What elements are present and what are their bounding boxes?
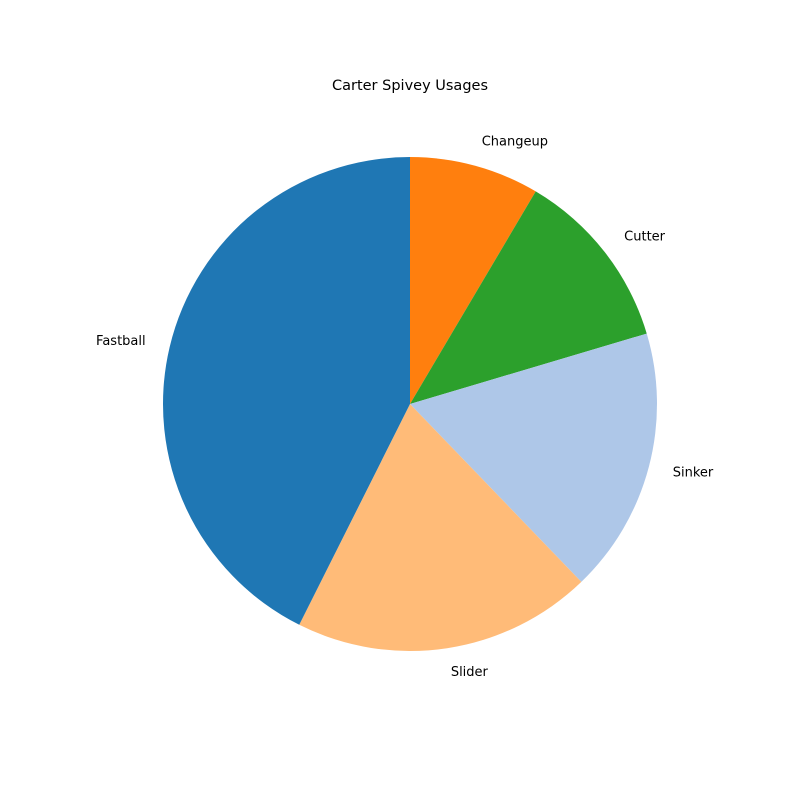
slice-label-sinker: Sinker [673, 466, 714, 481]
pie-slice-cutter [410, 191, 647, 404]
pie-slice-sinker [410, 333, 657, 582]
pie-slice-slider [299, 404, 582, 652]
slice-label-cutter: Cutter [624, 229, 666, 244]
pie-slices [162, 157, 657, 652]
chart-title: Carter Spivey Usages [332, 78, 488, 94]
pie-slice-changeup [410, 157, 536, 404]
pie-labels: Changeup Cutter Sinker Slider Fastball [96, 134, 714, 680]
slice-label-slider: Slider [451, 665, 489, 680]
slice-label-fastball: Fastball [96, 334, 146, 349]
pie-slice-fastball [162, 157, 410, 625]
slice-label-changeup: Changeup [482, 134, 548, 149]
